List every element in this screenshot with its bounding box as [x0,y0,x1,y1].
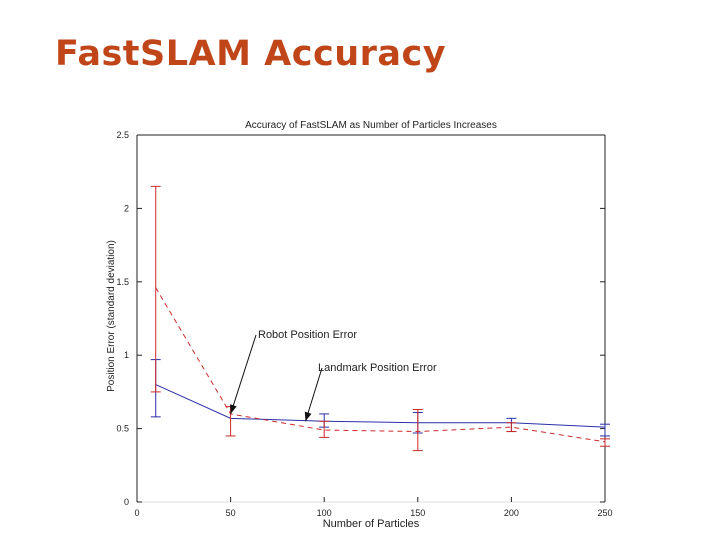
annotation-arrow-head [230,404,237,414]
y-axis-label: Position Error (standard deviation) [106,240,117,392]
x-tick-label: 150 [410,508,425,518]
annotation-label: Robot Position Error [258,329,357,341]
y-tick-label: 2.5 [116,130,129,140]
annotation-arrow-head [304,411,312,422]
annotation-label: Landmark Position Error [318,362,437,374]
robot-series-line [155,384,606,428]
chart-annotations: Robot Position Error Landmark Position Er… [230,329,437,422]
y-tick-label: 0 [124,497,129,507]
y-tick-label: 0.5 [116,424,129,434]
chart-axes [136,134,606,503]
landmark-series-line [155,287,606,443]
x-tick-label: 250 [597,508,612,518]
y-tick-label: 1 [124,350,129,360]
y-tick-label: 1.5 [116,277,129,287]
slide-title: FastSLAM Accuracy [55,34,447,74]
chart-ticks: 0 0.5 1 1.5 2 2.5 0 50 100 150 200 250 [116,130,612,518]
x-tick-label: 200 [504,508,519,518]
x-tick-label: 0 [134,508,139,518]
x-tick-label: 100 [317,508,332,518]
x-axis-label: Number of Particles [323,518,420,530]
y-tick-label: 2 [124,203,129,213]
annotation-arrow-line [305,367,323,422]
annotation-arrow-line [230,334,257,415]
chart-title: Accuracy of FastSLAM as Number of Partic… [245,120,497,131]
x-tick-label: 50 [226,508,236,518]
chart-series [150,185,610,452]
